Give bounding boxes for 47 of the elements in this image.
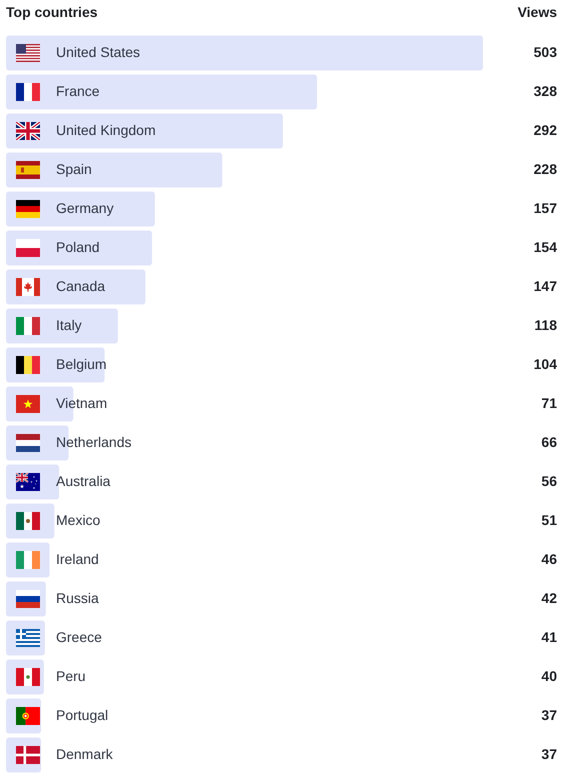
y-tick-label: United States <box>56 44 140 60</box>
y-tick-label: France <box>56 82 100 99</box>
data-label: 71 <box>541 394 558 411</box>
data-label: 40 <box>541 668 558 684</box>
y-tick-label: Poland <box>56 238 100 255</box>
y-tick-label: Mexico <box>56 512 101 528</box>
y-tick-label: Vietnam <box>56 394 108 411</box>
data-label: 37 <box>541 706 558 723</box>
data-label: 46 <box>541 550 558 567</box>
data-label: 292 <box>534 122 558 138</box>
y-tick-label: Portugal <box>56 706 108 723</box>
chart-title: Top countries <box>6 4 98 20</box>
y-tick-label: Canada <box>56 278 106 294</box>
data-label: 42 <box>541 590 558 606</box>
data-label: 118 <box>534 316 558 333</box>
data-label: 228 <box>534 160 558 177</box>
y-tick-label: Netherlands <box>56 434 132 450</box>
x-axis-title: Views <box>518 4 558 20</box>
y-tick-label: United Kingdom <box>56 122 156 138</box>
data-label: 51 <box>541 512 558 528</box>
data-label: 41 <box>541 628 558 645</box>
data-label: 37 <box>541 746 558 762</box>
data-label: 56 <box>541 472 558 489</box>
y-tick-label: Russia <box>56 590 100 606</box>
y-tick-label: Ireland <box>56 550 99 567</box>
bar <box>6 270 146 304</box>
data-label: 503 <box>534 44 558 60</box>
y-tick-label: Germany <box>56 200 114 216</box>
y-tick-label: Italy <box>56 316 82 333</box>
data-label: 157 <box>534 200 558 216</box>
y-tick-label: Belgium <box>56 356 107 372</box>
y-tick-label: Denmark <box>56 746 114 762</box>
bar <box>6 74 318 110</box>
bar <box>6 152 222 188</box>
y-tick-label: Spain <box>56 160 92 177</box>
data-label: 66 <box>541 434 558 450</box>
y-tick-label: Australia <box>56 472 111 489</box>
y-tick-label: Greece <box>56 628 102 645</box>
data-label: 328 <box>534 82 558 99</box>
y-tick-label: Peru <box>56 668 86 684</box>
bar <box>6 114 283 148</box>
data-label: 154 <box>534 238 558 255</box>
data-label: 147 <box>534 278 558 294</box>
data-label: 104 <box>534 356 558 372</box>
bar <box>6 230 152 266</box>
bar <box>6 36 483 70</box>
bar <box>6 192 155 226</box>
